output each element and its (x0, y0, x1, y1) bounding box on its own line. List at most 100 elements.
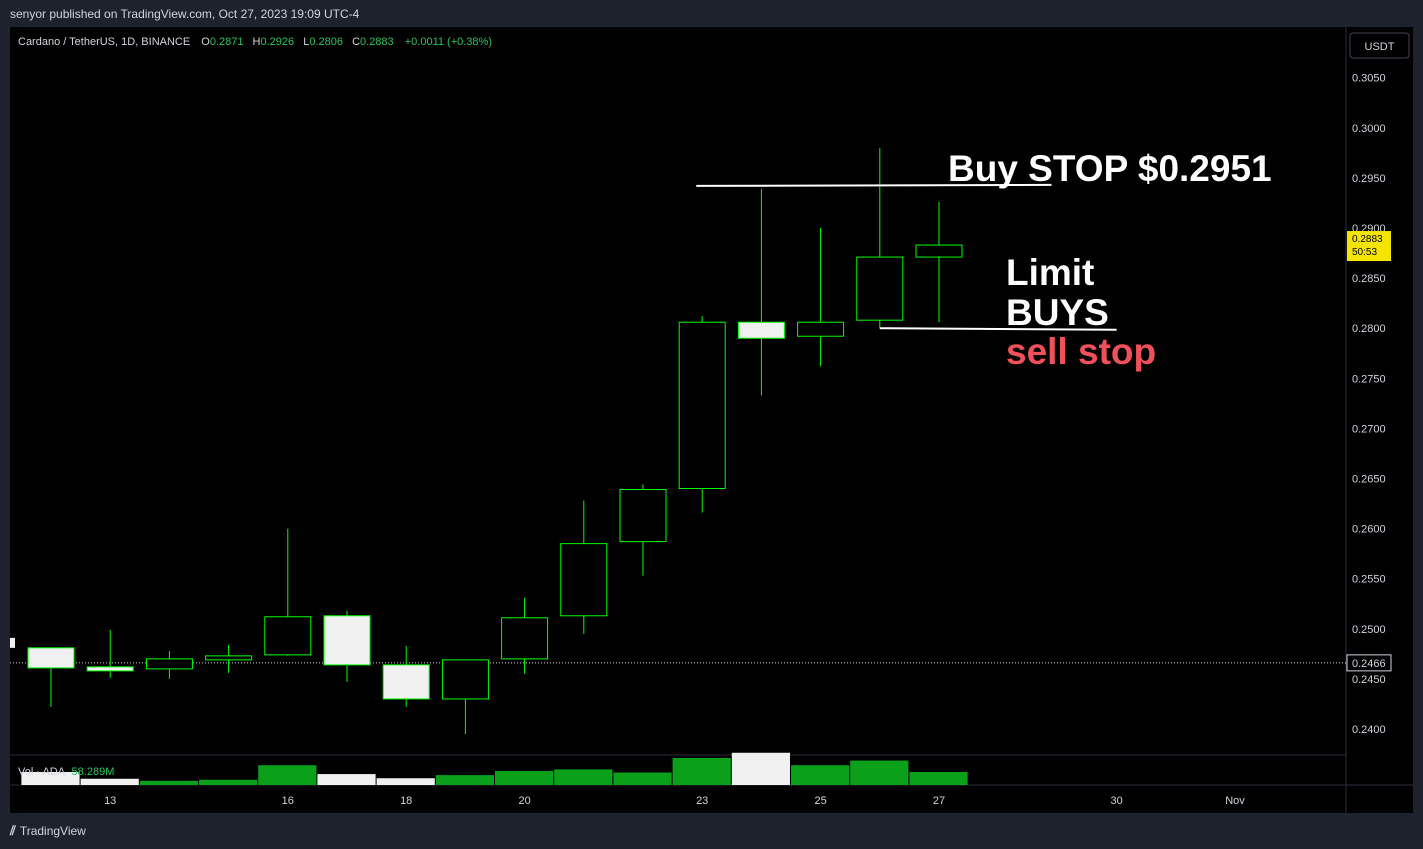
reference-price-line: 0.2466 (10, 637, 1392, 672)
volume-legend[interactable]: Vol · ADA 58.289M (18, 766, 114, 778)
candle-body (737, 321, 785, 339)
footer-brand[interactable]: ⫽ TradingView (10, 823, 86, 839)
volume-bar (791, 765, 850, 785)
currency-label: USDT (1365, 41, 1395, 53)
sell-stop-annotation: sell stop (1006, 331, 1156, 372)
x-tick-label: 30 (1110, 795, 1122, 807)
low-value: 0.2806 (309, 36, 343, 48)
y-tick-label: 0.2850 (1352, 273, 1386, 285)
trendline-drawings[interactable] (696, 183, 1117, 331)
y-tick-label: 0.2800 (1352, 323, 1386, 335)
change-value: +0.0011 (+0.38%) (405, 36, 492, 48)
candle (323, 610, 371, 682)
y-tick-label: 0.3050 (1352, 73, 1386, 85)
time-axis[interactable]: 13 16 18 20 23 25 27 30 Nov (104, 795, 1245, 807)
y-tick-label: 0.2950 (1352, 173, 1386, 185)
candle (560, 500, 608, 634)
x-tick-label: 18 (400, 795, 412, 807)
y-tick-label: 0.2750 (1352, 373, 1386, 385)
y-tick-label: 0.2400 (1352, 724, 1386, 736)
currency-button[interactable]: USDT (1349, 32, 1410, 59)
candle (382, 645, 430, 707)
candle (205, 644, 253, 673)
candle (441, 659, 489, 735)
volume-bar (435, 775, 494, 785)
tradingview-logo-icon: ⫽ (10, 823, 16, 838)
volume-bar (376, 778, 435, 785)
high-value: 0.2926 (261, 36, 295, 48)
badge-price: 0.2883 (1352, 234, 1383, 245)
ohlc-legend[interactable]: Cardano / TetherUS, 1D, BINANCE O0.2871 … (18, 36, 492, 48)
y-tick-label: 0.3000 (1352, 123, 1386, 135)
publish-credit: senyor published on TradingView.com, Oct… (10, 7, 360, 21)
candle (797, 228, 845, 367)
candle (915, 201, 963, 323)
candle-body (797, 321, 845, 337)
volume-bar (495, 770, 554, 785)
candle-body (205, 655, 253, 661)
reference-price-badge (1346, 654, 1392, 672)
current-price-badge: 0.2883 50:53 (1347, 231, 1391, 262)
volume-bar (258, 765, 317, 785)
x-tick-label: 27 (933, 795, 945, 807)
volume-bar (613, 772, 672, 785)
candle-body (27, 647, 75, 669)
candle (619, 484, 667, 576)
volume-bar (909, 772, 968, 785)
volume-bar (731, 752, 790, 785)
candle (86, 629, 134, 678)
x-tick-label: 20 (518, 795, 530, 807)
limit-annotation: Limit (1006, 252, 1094, 293)
x-tick-label: 13 (104, 795, 116, 807)
badge-countdown: 50:53 (1352, 247, 1377, 258)
candle (27, 647, 75, 707)
candle-body (501, 617, 549, 660)
open-label: O (201, 36, 210, 48)
volume-bar (850, 760, 909, 785)
candle-body (264, 616, 312, 656)
y-tick-label: 0.2500 (1352, 624, 1386, 636)
candles (27, 147, 963, 735)
volume-bar (554, 769, 613, 785)
trend-line[interactable] (696, 183, 1052, 187)
y-tick-label: 0.2550 (1352, 574, 1386, 586)
candlestick-chart[interactable]: 0.30500.30000.29500.29000.28500.28000.27… (10, 27, 1413, 813)
volume-bar (21, 772, 80, 785)
price-axis[interactable]: 0.30500.30000.29500.29000.28500.28000.27… (1352, 73, 1386, 736)
candle (264, 528, 312, 656)
candle-body (678, 321, 726, 490)
candle-body (323, 615, 371, 666)
x-tick-label: 16 (282, 795, 294, 807)
candle-body (86, 666, 134, 672)
close-label: C (352, 36, 360, 48)
volume-bars (21, 752, 968, 785)
candle-body (856, 256, 904, 321)
reference-price-label: 0.2466 (1352, 658, 1386, 670)
candle-body (915, 244, 963, 258)
volume-bar (139, 780, 198, 785)
volume-bar (199, 779, 258, 785)
candle-body (145, 658, 193, 670)
candle (856, 147, 904, 329)
y-tick-label: 0.2700 (1352, 423, 1386, 435)
y-tick-label: 0.2450 (1352, 674, 1386, 686)
close-value: 0.2883 (360, 36, 394, 48)
volume-label: Vol · ADA (18, 766, 66, 778)
buys-annotation: BUYS (1006, 292, 1109, 333)
buy-stop-annotation: Buy STOP $0.2951 (948, 148, 1272, 189)
candle-body (619, 489, 667, 543)
candle (501, 597, 549, 674)
candle-body (441, 659, 489, 700)
trend-line[interactable] (879, 327, 1117, 331)
candle (678, 316, 726, 513)
y-tick-label: 0.2600 (1352, 524, 1386, 536)
volume-bar (672, 757, 731, 785)
x-tick-label: 23 (696, 795, 708, 807)
candle (737, 188, 785, 396)
candle-body (560, 543, 608, 617)
volume-bar (80, 778, 139, 785)
high-label: H (253, 36, 261, 48)
candle-body (382, 664, 430, 700)
low-label: L (303, 36, 309, 48)
candle (145, 650, 193, 679)
